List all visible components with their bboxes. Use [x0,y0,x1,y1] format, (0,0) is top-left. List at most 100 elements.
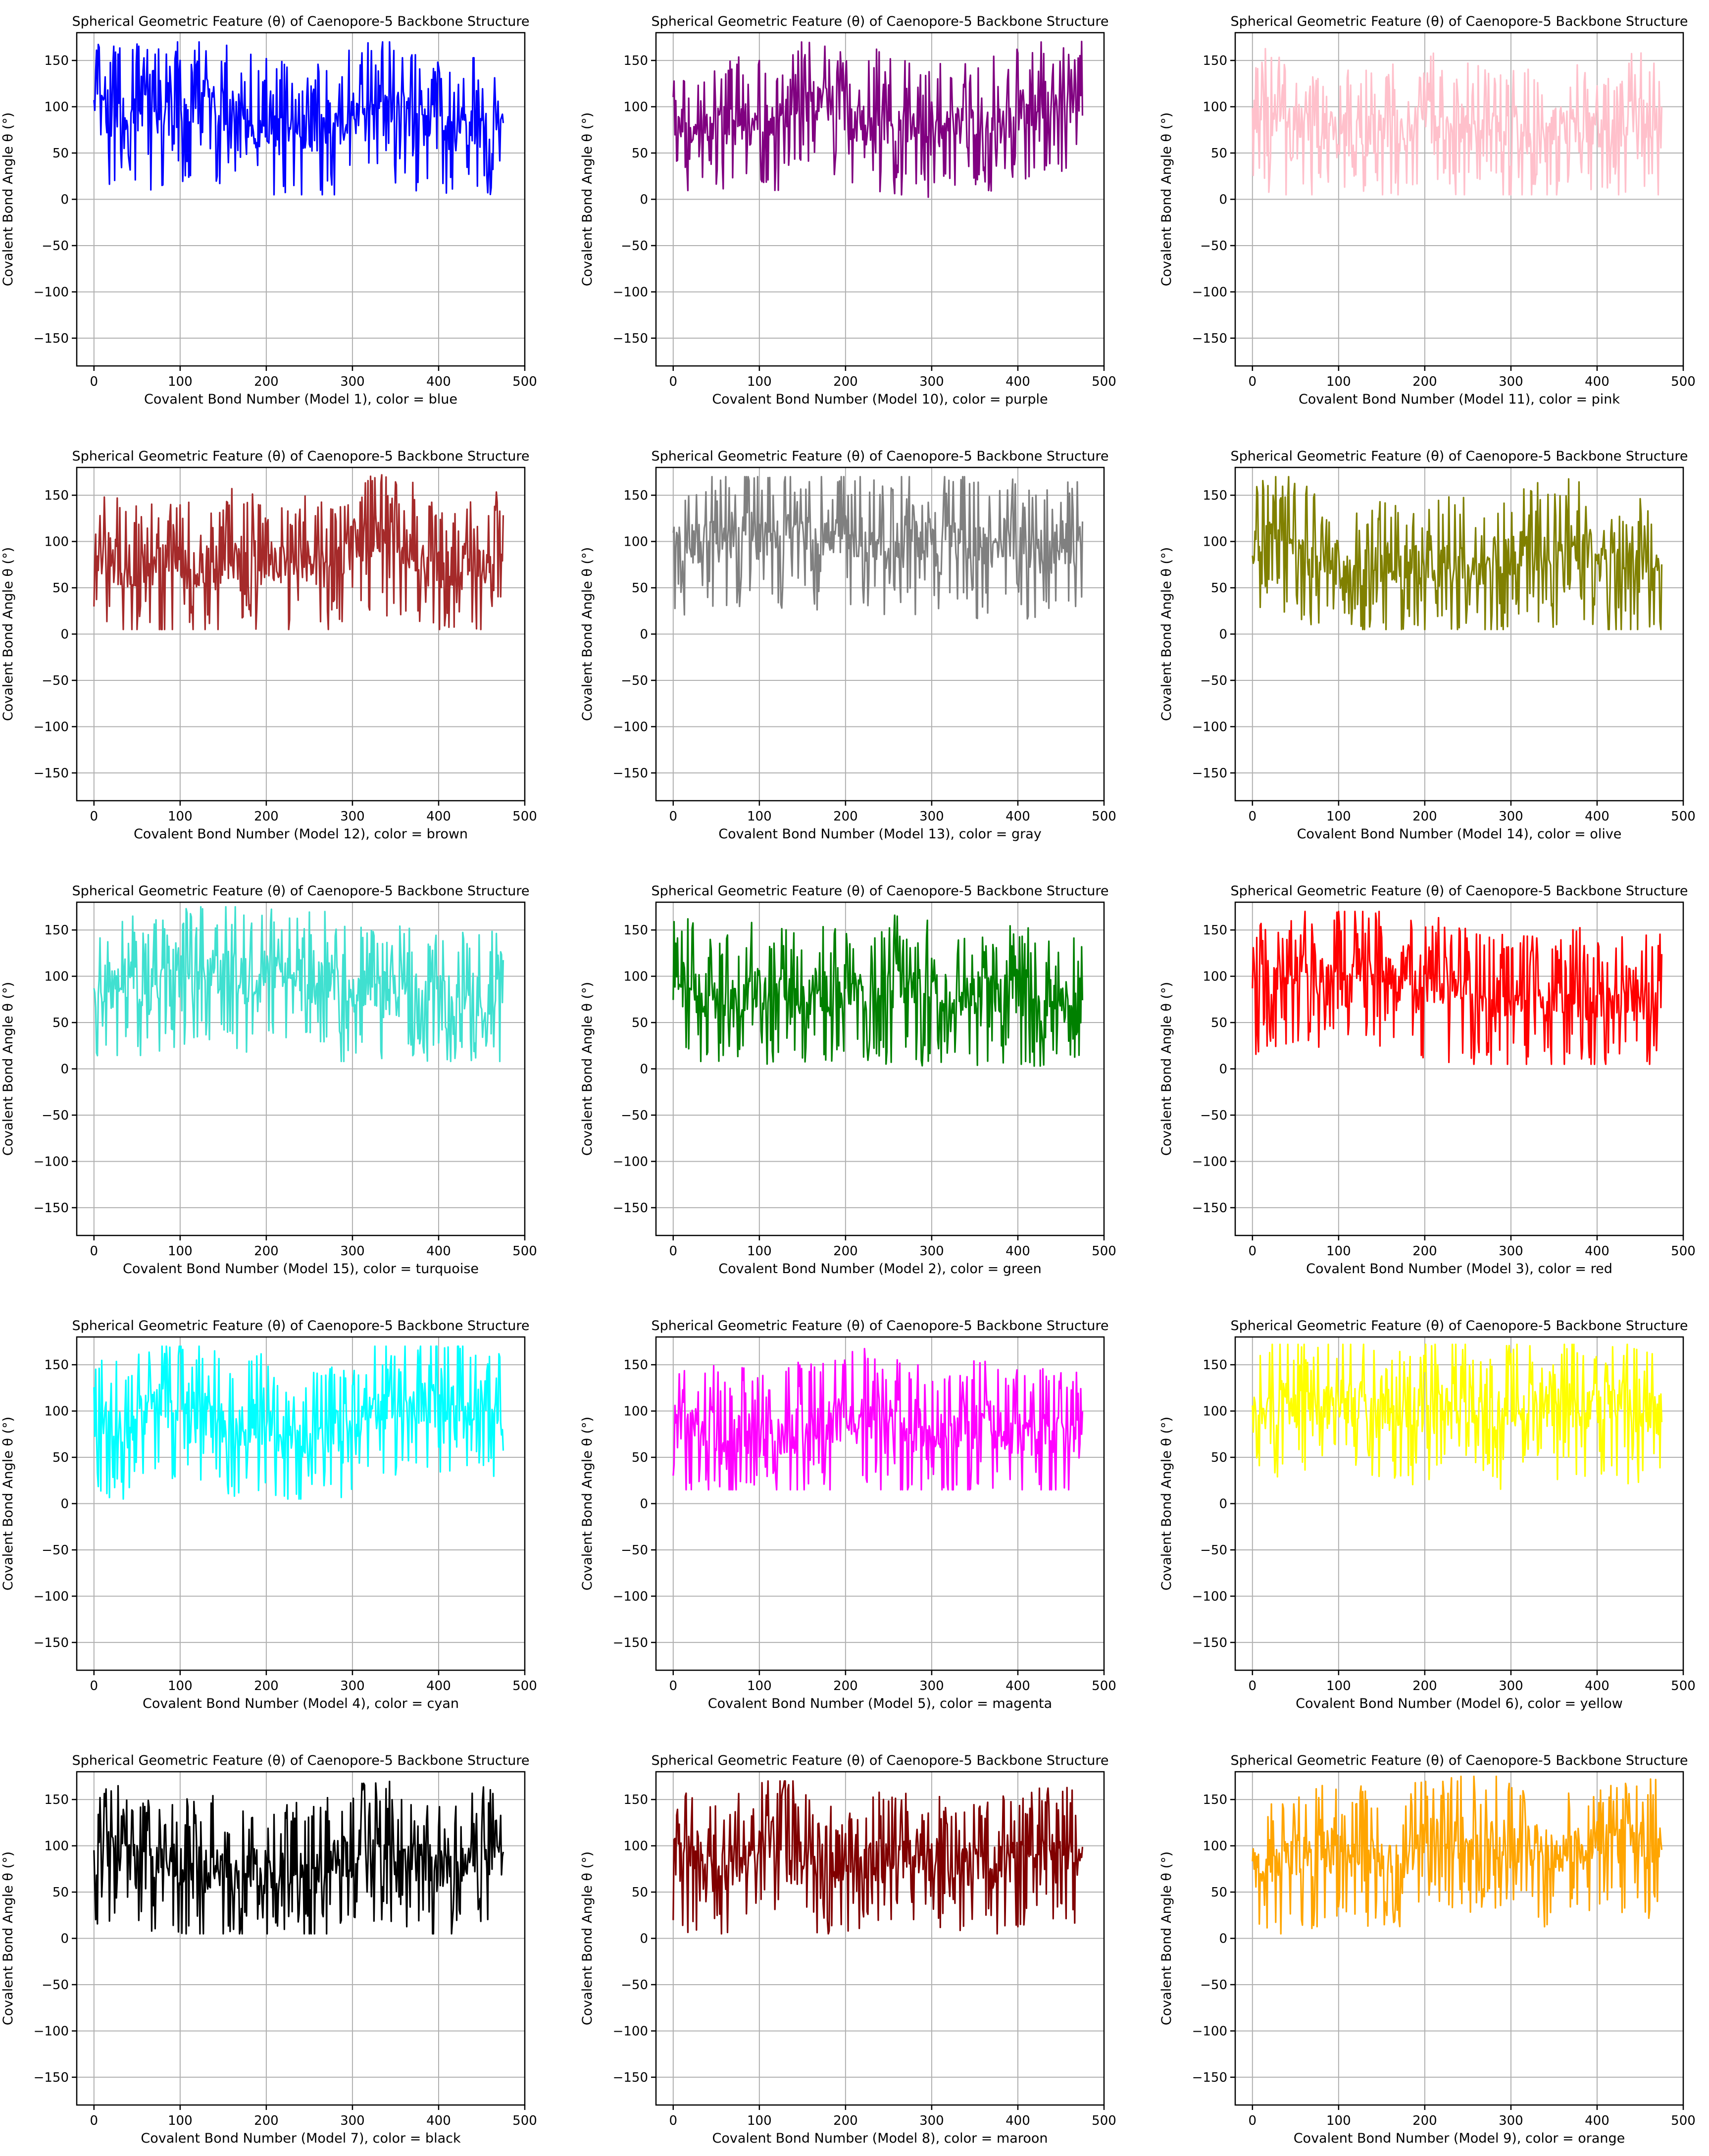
x-tick-label: 400 [1585,2113,1609,2128]
x-tick-label: 100 [168,374,193,389]
y-tick-label: 0 [640,1062,648,1077]
x-tick-label: 300 [340,374,365,389]
y-tick-label: 150 [623,53,648,68]
y-tick-label: 100 [1203,100,1227,115]
x-tick-label: 300 [919,2113,944,2128]
y-tick-label: 0 [640,193,648,207]
x-tick-label: 100 [747,1679,772,1694]
y-axis-label: Covalent Bond Angle θ (°) [580,547,595,721]
x-tick-label: 500 [512,2113,537,2128]
y-tick-label: −100 [1192,719,1227,734]
chart-title: Spherical Geometric Feature (θ) of Caeno… [1230,14,1688,29]
subplot-4: 0 100 200 300 400 500 −150 −100 −50 0 50 100 150 Sphe… [0,449,537,842]
x-tick-label: 100 [168,1679,193,1694]
y-tick-label: −100 [613,285,648,300]
y-tick-label: −150 [613,1636,648,1650]
x-axis-label: Covalent Bond Number (Model 5), color = … [708,1696,1052,1711]
x-tick-label: 0 [669,809,678,824]
y-tick-label: 50 [1211,1016,1227,1030]
x-tick-label: 200 [833,2113,858,2128]
y-tick-label: −150 [34,2070,69,2085]
y-tick-label: 0 [1219,627,1227,642]
x-tick-label: 0 [90,1679,99,1694]
x-tick-label: 300 [1499,809,1523,824]
y-tick-label: −150 [34,331,69,346]
y-tick-label: 0 [1219,1062,1227,1077]
x-tick-label: 500 [1671,374,1696,389]
y-tick-label: 100 [623,1839,648,1854]
y-axis-label: Covalent Bond Angle θ (°) [0,112,16,286]
series-line [1252,48,1663,196]
x-tick-label: 300 [919,1679,944,1694]
x-tick-label: 300 [919,1244,944,1259]
y-tick-label: 0 [1219,1497,1227,1512]
y-tick-label: 50 [52,1885,69,1900]
x-tick-label: 100 [1326,1244,1351,1259]
series-line [1252,1343,1663,1490]
x-tick-label: 300 [919,809,944,824]
y-tick-label: 150 [623,1358,648,1373]
x-tick-label: 500 [512,809,537,824]
y-tick-label: −100 [34,719,69,734]
y-tick-label: 50 [52,146,69,161]
x-tick-label: 400 [426,374,451,389]
subplot-15: 0 100 200 300 400 500 −150 −100 −50 0 50 100 150 Sphe… [1159,1753,1696,2146]
y-tick-label: −50 [621,1108,648,1123]
x-tick-label: 300 [340,1679,365,1694]
y-tick-label: −150 [1192,1201,1227,1216]
x-tick-label: 400 [426,1679,451,1694]
y-tick-label: 150 [44,923,69,938]
y-tick-label: 150 [1203,1793,1227,1807]
y-tick-label: 150 [44,1793,69,1807]
series-line [1252,1775,1663,1935]
subplot-11: 0 100 200 300 400 500 −150 −100 −50 0 50 100 150 Sphe… [580,1318,1116,1711]
x-tick-label: 200 [254,1679,279,1694]
series-line [1252,476,1663,630]
x-tick-label: 0 [90,2113,99,2128]
y-tick-label: −150 [613,766,648,781]
series-line [93,906,504,1063]
x-tick-label: 100 [1326,374,1351,389]
y-tick-label: 100 [623,100,648,115]
y-tick-label: −50 [1200,1978,1227,1993]
x-axis-label: Covalent Bond Number (Model 8), color = … [712,2131,1048,2146]
y-tick-label: 50 [52,1016,69,1030]
y-tick-label: −50 [42,1978,69,1993]
y-tick-label: 0 [1219,193,1227,207]
series-line [672,1780,1084,1935]
y-tick-label: 50 [632,1885,648,1900]
y-axis-label: Covalent Bond Angle θ (°) [0,547,16,721]
x-axis-label: Covalent Bond Number (Model 9), color = … [1294,2131,1625,2146]
y-tick-label: 150 [623,1793,648,1807]
x-tick-label: 500 [1671,1679,1696,1694]
y-tick-label: −50 [621,239,648,254]
y-tick-label: 100 [44,970,69,984]
x-tick-label: 500 [1092,2113,1116,2128]
x-tick-label: 400 [426,809,451,824]
y-axis-label: Covalent Bond Angle θ (°) [1159,547,1174,721]
y-tick-label: −50 [1200,673,1227,688]
x-tick-label: 200 [1412,809,1437,824]
y-tick-label: −100 [1192,1154,1227,1169]
y-tick-label: 0 [640,1932,648,1947]
x-tick-label: 100 [168,2113,193,2128]
chart-title: Spherical Geometric Feature (θ) of Caeno… [72,883,529,899]
y-tick-label: 100 [1203,1839,1227,1854]
x-tick-label: 0 [669,374,678,389]
y-tick-label: −150 [34,1201,69,1216]
y-axis-label: Covalent Bond Angle θ (°) [0,1851,16,2025]
x-tick-label: 500 [1092,1679,1116,1694]
x-tick-label: 0 [90,1244,99,1259]
x-tick-label: 200 [254,809,279,824]
y-tick-label: 50 [632,146,648,161]
x-tick-label: 500 [1671,2113,1696,2128]
y-tick-label: 50 [1211,146,1227,161]
x-tick-label: 100 [1326,1679,1351,1694]
x-tick-label: 300 [1499,374,1523,389]
x-tick-label: 500 [1092,1244,1116,1259]
x-tick-label: 0 [1249,809,1257,824]
x-tick-label: 200 [254,374,279,389]
chart-title: Spherical Geometric Feature (θ) of Caeno… [72,1753,529,1768]
y-tick-label: −50 [621,673,648,688]
